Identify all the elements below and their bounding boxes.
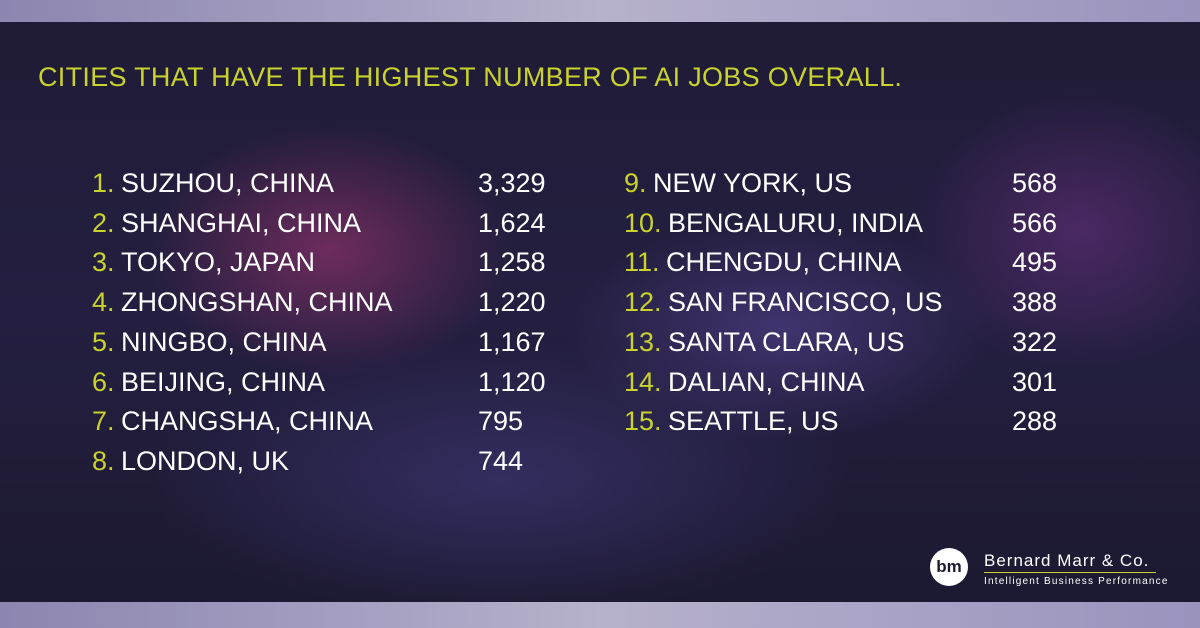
rank: 8. xyxy=(92,445,115,476)
city-name: ZHONGSHAN, CHINA xyxy=(121,287,393,318)
brand-tagline: Intelligent Business Performance xyxy=(984,576,1169,587)
logo-mark: bm xyxy=(930,548,968,586)
city-name: CHENGDU, CHINA xyxy=(666,247,902,278)
job-count: 1,120 xyxy=(478,366,546,397)
job-count: 495 xyxy=(1012,247,1058,278)
city-name: SEATTLE, US xyxy=(668,406,839,437)
job-count: 566 xyxy=(1012,207,1058,238)
job-count: 1,220 xyxy=(478,287,546,318)
job-count: 3,329 xyxy=(478,168,546,198)
city-name: NINGBO, CHINA xyxy=(121,326,327,357)
rank: 1. xyxy=(92,168,115,198)
city-name: SAN FRANCISCO, US xyxy=(668,287,943,318)
brand-name: Bernard Marr & Co. xyxy=(984,551,1150,570)
job-count: 322 xyxy=(1012,326,1058,357)
job-count: 288 xyxy=(1012,406,1058,437)
city-name: LONDON, UK xyxy=(121,445,290,476)
brand-rule xyxy=(984,572,1156,573)
rank: 5. xyxy=(92,326,115,357)
rank: 4. xyxy=(92,287,115,318)
city-name: CHANGSHA, CHINA xyxy=(121,406,374,437)
job-count: 301 xyxy=(1012,366,1058,397)
city-name: DALIAN, CHINA xyxy=(668,366,865,397)
city-name: BENGALURU, INDIA xyxy=(668,207,924,238)
job-count: 795 xyxy=(478,406,524,437)
job-count: 744 xyxy=(478,445,524,476)
rank: 15. xyxy=(624,406,662,437)
rank: 2. xyxy=(92,207,115,238)
rank: 9. xyxy=(624,168,647,198)
city-name: NEW YORK, US xyxy=(653,168,853,198)
rank: 6. xyxy=(92,366,115,397)
city-name: SUZHOU, CHINA xyxy=(121,168,335,198)
city-name: SANTA CLARA, US xyxy=(668,326,905,357)
title: CITIES THAT HAVE THE HIGHEST NUMBER OF A… xyxy=(38,62,903,92)
bottom-strip xyxy=(0,602,1200,628)
rank: 7. xyxy=(92,406,115,437)
job-count: 1,258 xyxy=(478,247,546,278)
top-strip xyxy=(0,0,1200,22)
rank: 11. xyxy=(624,247,660,278)
job-count: 568 xyxy=(1012,168,1058,198)
rank: 3. xyxy=(92,247,115,278)
rank: 12. xyxy=(624,287,662,318)
city-name: BEIJING, CHINA xyxy=(121,366,326,397)
job-count: 388 xyxy=(1012,287,1058,318)
job-count: 1,167 xyxy=(478,326,546,357)
rank: 14. xyxy=(624,366,662,397)
city-name: TOKYO, JAPAN xyxy=(121,247,316,278)
rank: 13. xyxy=(624,326,662,357)
job-count: 1,624 xyxy=(478,207,546,238)
city-name: SHANGHAI, CHINA xyxy=(121,207,362,238)
rank: 10. xyxy=(624,207,662,238)
